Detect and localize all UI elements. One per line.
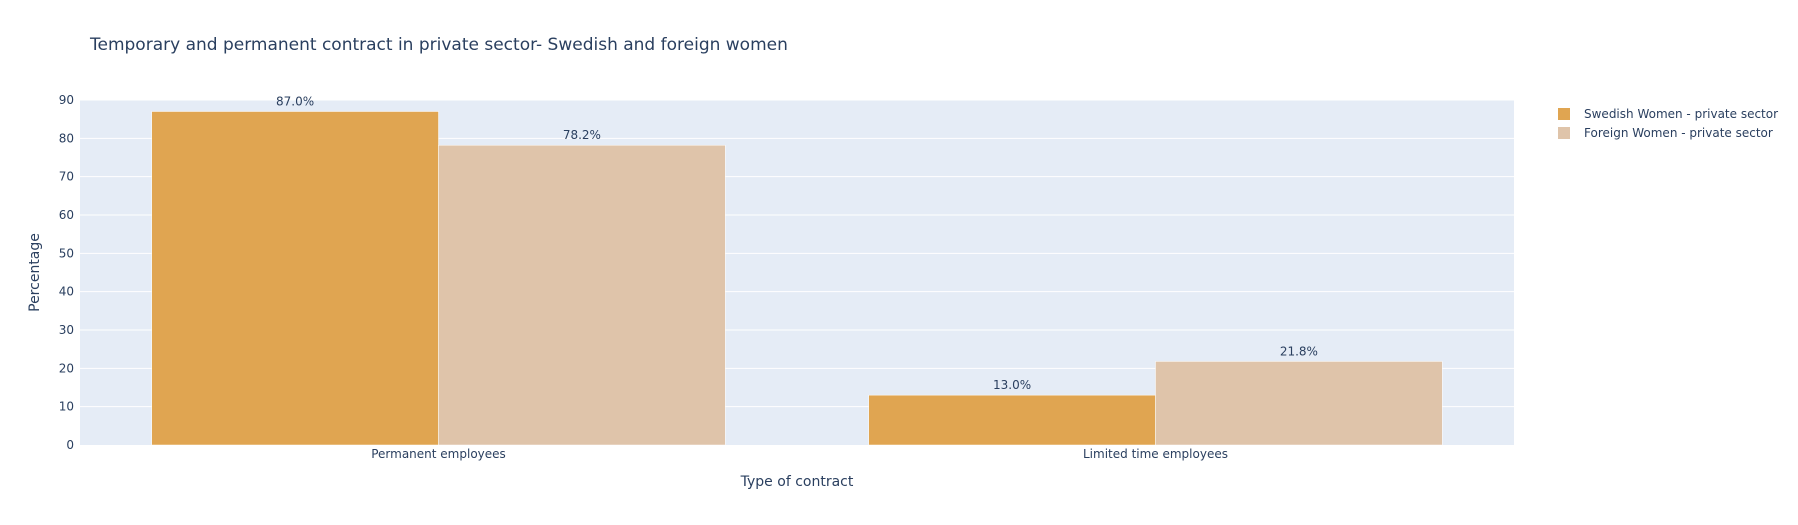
bar-value-label: 13.0% bbox=[993, 378, 1031, 392]
y-tick-label: 60 bbox=[59, 208, 74, 222]
y-tick-label: 90 bbox=[59, 93, 74, 107]
x-tick-label: Limited time employees bbox=[1083, 447, 1228, 461]
y-tick-label: 80 bbox=[59, 131, 74, 145]
bar-value-label: 21.8% bbox=[1280, 344, 1318, 358]
legend-label: Swedish Women - private sector bbox=[1584, 107, 1778, 121]
legend-item[interactable]: Foreign Women - private sector bbox=[1558, 126, 1773, 140]
y-tick-label: 10 bbox=[59, 400, 74, 414]
y-tick-label: 70 bbox=[59, 170, 74, 184]
y-tick-label: 50 bbox=[59, 246, 74, 260]
bar bbox=[1155, 361, 1443, 446]
bar-value-label: 87.0% bbox=[276, 95, 314, 109]
bars: 87.0% 78.2% 13.0% 21.8% bbox=[151, 95, 1443, 446]
x-axis-title: Type of contract bbox=[740, 474, 854, 490]
y-tick-label: 0 bbox=[66, 438, 74, 452]
legend-item[interactable]: Swedish Women - private sector bbox=[1558, 107, 1778, 121]
y-axis-title: Percentage bbox=[27, 233, 43, 312]
bar bbox=[438, 144, 726, 446]
chart-title: Temporary and permanent contract in priv… bbox=[89, 35, 788, 55]
legend-swatch bbox=[1558, 127, 1570, 139]
x-tick-label: Permanent employees bbox=[371, 447, 506, 461]
bar-value-label: 78.2% bbox=[563, 128, 601, 142]
legend-swatch bbox=[1558, 108, 1570, 120]
x-axis-ticks: Permanent employees Limited time employee… bbox=[371, 447, 1228, 461]
y-axis-ticks: 0 10 20 30 40 50 60 70 80 90 bbox=[59, 93, 74, 452]
legend-label: Foreign Women - private sector bbox=[1584, 126, 1773, 140]
legend: Swedish Women - private sector Foreign Wo… bbox=[1558, 107, 1778, 140]
bar bbox=[151, 111, 439, 446]
y-tick-label: 20 bbox=[59, 361, 74, 375]
bar bbox=[868, 394, 1156, 446]
y-tick-label: 40 bbox=[59, 285, 74, 299]
y-tick-label: 30 bbox=[59, 323, 74, 337]
